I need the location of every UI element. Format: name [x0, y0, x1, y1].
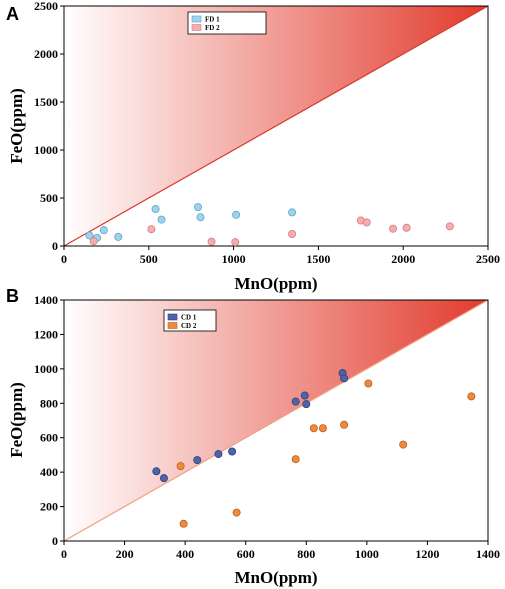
- y-tick-label-a: 0: [52, 239, 58, 253]
- data-point-fd1: [193, 203, 202, 212]
- data-point-fd1: [99, 226, 108, 235]
- x-tick-label-a: 2000: [391, 252, 415, 266]
- y-axis-label-b: FeO(ppm): [7, 382, 26, 458]
- data-point-cd1: [193, 456, 202, 465]
- data-point-fd1: [232, 210, 241, 219]
- data-point-cd2: [399, 440, 408, 449]
- data-point-cd1: [291, 397, 300, 406]
- x-tick-label-a: 500: [140, 252, 158, 266]
- data-point-fd2: [147, 225, 156, 234]
- reference-line-b: [63, 299, 489, 542]
- legend-a: FD 1FD 2: [187, 11, 267, 35]
- x-tick-label-a: 2500: [476, 252, 500, 266]
- x-tick-label-b: 400: [176, 547, 194, 561]
- data-point-fd1: [114, 232, 123, 241]
- data-point-fd2: [445, 222, 454, 231]
- data-point-cd2: [176, 462, 185, 471]
- data-point-cd1: [152, 467, 161, 476]
- y-tick-label-a: 1500: [34, 95, 58, 109]
- data-point-cd2: [232, 508, 241, 517]
- legend-swatch-fd2: [191, 24, 202, 31]
- y-tick-label-b: 800: [40, 396, 58, 410]
- data-point-cd2: [309, 424, 318, 433]
- data-point-cd2: [340, 420, 349, 429]
- data-point-cd2: [318, 424, 327, 433]
- x-tick-label-a: 1500: [306, 252, 330, 266]
- data-point-cd1: [159, 474, 168, 483]
- legend-swatch-cd2: [167, 322, 178, 329]
- data-point-fd1: [196, 213, 205, 222]
- data-point-fd1: [151, 205, 160, 214]
- data-point-cd1: [214, 450, 223, 459]
- data-point-fd2: [89, 237, 98, 246]
- data-point-fd2: [288, 229, 297, 238]
- x-tick-label-b: 1200: [415, 547, 439, 561]
- reference-line-a: [63, 5, 489, 247]
- y-tick-label-a: 500: [40, 191, 58, 205]
- x-tick-label-b: 1000: [355, 547, 379, 561]
- panel-a: A 0 500 1000 1500 2000 2500 0 500 1000 1500 2000 25…: [6, 0, 500, 293]
- data-point-cd2: [291, 455, 300, 464]
- legend-label-fd1: FD 1: [205, 16, 220, 24]
- data-point-fd2: [402, 223, 411, 232]
- x-tick-label-b: 600: [237, 547, 255, 561]
- data-point-cd2: [364, 379, 373, 388]
- x-axis-label-b: MnO(ppm): [234, 568, 317, 587]
- y-tick-label-a: 2000: [34, 47, 58, 61]
- x-tick-label-b: 1400: [476, 547, 500, 561]
- data-point-cd1: [228, 447, 237, 456]
- data-point-fd2: [362, 218, 371, 227]
- data-point-cd1: [302, 400, 311, 409]
- legend-swatch-cd1: [167, 313, 178, 321]
- x-axis-label-a: MnO(ppm): [234, 274, 317, 293]
- y-axis-label-a: FeO(ppm): [7, 88, 26, 164]
- legend-box: [187, 11, 267, 35]
- data-point-fd1: [157, 215, 166, 224]
- y-tick-label-b: 1400: [34, 293, 58, 307]
- x-tick-label-b: 0: [61, 547, 67, 561]
- panel-b: B 0 200 400 600 800 1000 1200 1400 0 200 400 600 800…: [6, 286, 500, 587]
- y-tick-label-a: 2500: [34, 0, 58, 13]
- data-point-fd2: [389, 224, 398, 233]
- plot-frame-a: [63, 5, 489, 247]
- x-tick-label-b: 800: [297, 547, 315, 561]
- y-tick-label-b: 600: [40, 431, 58, 445]
- y-tick-label-b: 1000: [34, 362, 58, 376]
- data-point-cd2: [179, 519, 188, 528]
- legend-label-fd2: FD 2: [205, 24, 220, 32]
- x-tick-label-b: 200: [116, 547, 134, 561]
- plot-frame-b: [63, 299, 489, 542]
- data-point-fd1: [288, 208, 297, 217]
- data-point-cd2: [467, 392, 476, 401]
- panel-letter-b: B: [6, 286, 19, 306]
- y-tick-label-a: 1000: [34, 143, 58, 157]
- x-tick-label-a: 0: [61, 252, 67, 266]
- legend-b: CD 1CD 2: [163, 309, 217, 332]
- panel-letter-a: A: [6, 4, 19, 24]
- y-tick-label-b: 0: [52, 534, 58, 548]
- legend-label-cd1: CD 1: [181, 314, 197, 322]
- y-tick-label-b: 1200: [34, 327, 58, 341]
- y-tick-label-b: 400: [40, 465, 58, 479]
- data-point-fd1: [85, 231, 94, 240]
- data-point-fd2: [231, 238, 240, 247]
- data-point-cd1: [340, 374, 349, 383]
- data-point-fd2: [207, 237, 216, 246]
- y-tick-label-b: 200: [40, 500, 58, 514]
- legend-swatch-fd1: [191, 15, 202, 23]
- data-point-cd1: [300, 391, 309, 400]
- x-tick-label-a: 1000: [222, 252, 246, 266]
- legend-label-cd2: CD 2: [181, 322, 197, 330]
